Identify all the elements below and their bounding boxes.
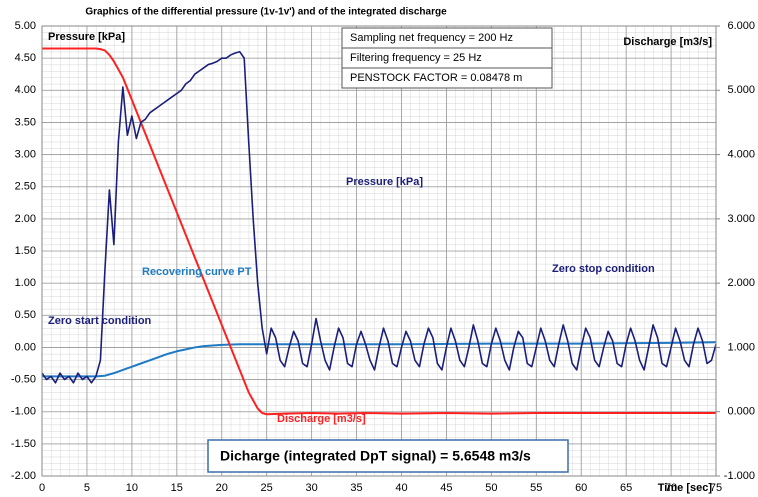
y2-tick-label: 0.000 bbox=[727, 406, 755, 418]
y2-axis-label: Discharge [m3/s] bbox=[623, 36, 712, 48]
y-tick-label: 4.00 bbox=[15, 84, 36, 96]
series-line bbox=[42, 47, 716, 416]
x-tick-label: 10 bbox=[126, 482, 138, 494]
x-tick-label: 0 bbox=[39, 482, 45, 494]
y2-tick-label: 6.000 bbox=[727, 20, 755, 32]
x-tick-label: 35 bbox=[350, 482, 362, 494]
x-tick-label: 75 bbox=[710, 482, 722, 494]
y2-tick-label: 3.000 bbox=[727, 213, 755, 225]
y-tick-label: -1.50 bbox=[11, 438, 36, 450]
y2-tick-label: 4.000 bbox=[727, 148, 755, 160]
x-tick-label: 65 bbox=[620, 482, 632, 494]
x-axis-label: Time [sec] bbox=[658, 482, 713, 494]
y-tick-label: 3.50 bbox=[15, 116, 36, 128]
x-tick-label: 60 bbox=[575, 482, 587, 494]
y2-tick-label: 2.000 bbox=[727, 277, 755, 289]
y-tick-label: -2.00 bbox=[11, 470, 36, 482]
result-box: Dicharge (integrated DpT signal) = 5.654… bbox=[207, 439, 569, 473]
series-label: Pressure [kPa] bbox=[346, 176, 423, 188]
y-tick-label: -0.50 bbox=[11, 373, 36, 385]
y2-tick-label: -1.000 bbox=[724, 470, 755, 482]
series-label: Discharge [m3/s] bbox=[277, 413, 366, 425]
x-tick-label: 70 bbox=[665, 482, 677, 494]
annotation: Zero start condition bbox=[48, 315, 152, 327]
x-tick-label: 45 bbox=[440, 482, 452, 494]
series-line bbox=[41, 50, 717, 384]
x-tick-label: 50 bbox=[485, 482, 497, 494]
y-tick-label: 0.00 bbox=[15, 341, 36, 353]
x-tick-label: 5 bbox=[84, 482, 90, 494]
y-axis-label: Pressure [kPa] bbox=[48, 31, 125, 43]
x-tick-label: 30 bbox=[305, 482, 317, 494]
info-box: Sampling net frequency = 200 Hz Filterin… bbox=[341, 27, 553, 89]
y-tick-label: 3.00 bbox=[15, 148, 36, 160]
info-text: PENSTOCK FACTOR = 0.08478 m bbox=[350, 72, 522, 84]
y2-tick-label: 1.000 bbox=[727, 341, 755, 353]
result-text: Dicharge (integrated DpT signal) = 5.654… bbox=[220, 448, 531, 464]
x-tick-label: 15 bbox=[171, 482, 183, 494]
x-tick-label: 20 bbox=[216, 482, 228, 494]
y-tick-label: 1.50 bbox=[15, 245, 36, 257]
x-tick-label: 55 bbox=[530, 482, 542, 494]
y-tick-label: -1.00 bbox=[11, 406, 36, 418]
y-tick-label: 5.00 bbox=[15, 20, 36, 32]
y-tick-label: 1.00 bbox=[15, 277, 36, 289]
plot-frame bbox=[41, 25, 717, 477]
y-tick-label: 2.50 bbox=[15, 181, 36, 193]
chart-title: Graphics of the differential pressure (1… bbox=[85, 7, 447, 18]
series-line bbox=[42, 341, 717, 378]
x-tick-label: 25 bbox=[261, 482, 273, 494]
annotation: Zero stop condition bbox=[552, 263, 655, 275]
y-tick-label: 2.00 bbox=[15, 213, 36, 225]
y-tick-label: 4.50 bbox=[15, 52, 36, 64]
lines bbox=[41, 47, 717, 416]
x-tick-label: 40 bbox=[395, 482, 407, 494]
info-text: Sampling net frequency = 200 Hz bbox=[350, 32, 513, 44]
series-label: Recovering curve PT bbox=[142, 266, 252, 278]
info-text: Filtering frequency = 25 Hz bbox=[350, 52, 482, 64]
y-tick-label: 0.50 bbox=[15, 309, 36, 321]
y2-tick-label: 5.000 bbox=[727, 84, 755, 96]
